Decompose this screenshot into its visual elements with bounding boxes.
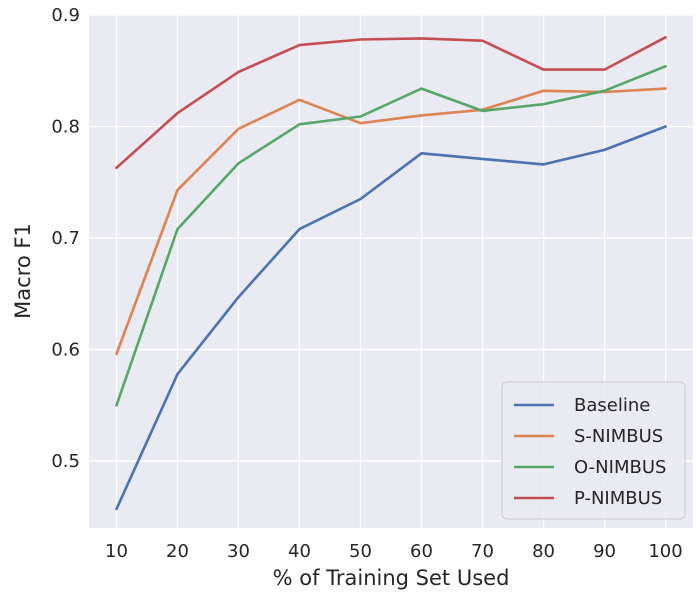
x-tick-label: 90 — [593, 541, 616, 562]
x-tick-labels: 10 20 30 40 50 60 70 80 90 100 — [105, 541, 683, 562]
x-tick-label: 50 — [349, 541, 372, 562]
y-tick-labels: 0.5 0.6 0.7 0.8 0.9 — [51, 5, 80, 472]
y-tick-label: 0.9 — [51, 5, 80, 26]
legend-label: S-NIMBUS — [574, 426, 663, 447]
series-line-baseline — [115, 125, 667, 511]
x-tick-label: 20 — [166, 541, 189, 562]
x-tick-label: 80 — [532, 541, 555, 562]
x-tick-label: 10 — [105, 541, 128, 562]
series-line-o-nimbus — [115, 65, 667, 407]
x-tick-label: 40 — [288, 541, 311, 562]
series-line-p-nimbus — [115, 35, 667, 170]
y-tick-label: 0.6 — [51, 340, 80, 361]
series-line-s-nimbus — [115, 87, 667, 356]
legend-box — [501, 381, 686, 520]
x-tick-label: 100 — [648, 541, 682, 562]
series-lines — [115, 35, 667, 511]
y-tick-label: 0.5 — [51, 451, 80, 472]
y-tick-label: 0.7 — [51, 228, 80, 249]
x-axis-label: % of Training Set Used — [273, 566, 510, 590]
y-tick-label: 0.8 — [51, 117, 80, 138]
legend: Baseline S-NIMBUS O-NIMBUS P-NIMBUS — [501, 381, 686, 520]
legend-label: Baseline — [574, 395, 650, 416]
x-tick-label: 60 — [410, 541, 433, 562]
x-tick-label: 70 — [471, 541, 494, 562]
y-axis-label: Macro F1 — [11, 223, 35, 319]
legend-label: O-NIMBUS — [574, 457, 666, 478]
legend-label: P-NIMBUS — [574, 488, 662, 509]
x-tick-label: 30 — [227, 541, 250, 562]
